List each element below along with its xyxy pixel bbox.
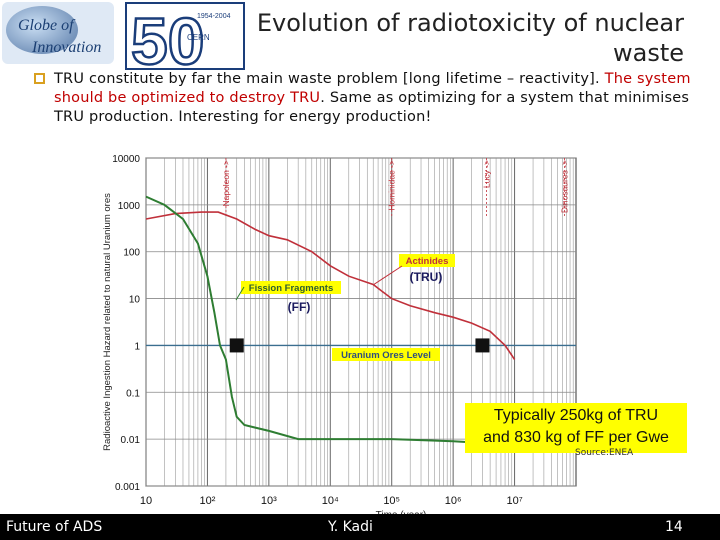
uranium-label: Uranium Ores Level	[341, 350, 431, 361]
crossing-marker	[229, 338, 244, 353]
uranium-label-bg	[332, 348, 440, 361]
y-tick-label: 0.01	[121, 435, 141, 446]
logo-years: 1954-2004	[197, 13, 231, 20]
y-tick-label: 0.001	[115, 482, 140, 493]
y-axis-ticks: 10000 1000 100 10 1 0.1 0.01 0.001	[112, 154, 140, 493]
cern-50-logo: 50 1954-2004 CERN	[125, 2, 245, 79]
actinides-pointer	[372, 265, 403, 286]
title-line-1: Evolution of radiotoxicity of nuclear	[256, 9, 684, 37]
bullet-paragraph: TRU constitute by far the main waste pro…	[34, 70, 694, 127]
epoch-label: Hominidae ->	[387, 160, 397, 211]
logo-cern: CERN	[187, 33, 210, 42]
actinides-label: Actinides	[406, 256, 449, 267]
tru-label: (TRU)	[410, 270, 443, 284]
ff-label: (FF)	[288, 300, 311, 314]
square-bullet-icon	[34, 73, 45, 84]
globe-of-innovation-logo: Globe of Innovation	[2, 2, 114, 64]
slide-title: Evolution of radiotoxicity of nuclear wa…	[224, 8, 684, 68]
slide-footer: Future of ADS Y. Kadi 14	[0, 514, 720, 540]
title-line-2: waste	[612, 39, 684, 67]
mass-note-line-2: and 830 kg of FF per Gwe	[483, 429, 669, 446]
x-tick-label: 10⁶	[445, 495, 462, 507]
footer-page-number: 14	[665, 519, 683, 535]
logo-50-number: 50	[131, 4, 204, 70]
x-tick-label: 10⁴	[322, 495, 339, 507]
x-tick-label: 10²	[199, 495, 215, 507]
ff-name-label: Fission Fragments	[249, 283, 333, 294]
y-tick-label: 10	[129, 295, 141, 306]
y-tick-label: 1000	[118, 201, 141, 212]
logo-globe-line1: Globe of	[18, 17, 76, 34]
bullet-text-3: . Same as optimizing for a system that m…	[54, 90, 690, 125]
ff-label-bg	[241, 281, 341, 294]
x-axis-ticks: 10 10² 10³ 10⁴ 10⁵ 10⁶ 10⁷	[140, 495, 523, 507]
y-tick-label: 100	[123, 248, 140, 259]
ff-pointer	[235, 286, 245, 301]
actinides-label-bg	[399, 254, 455, 267]
mass-note-line-1: Typically 250kg of TRU	[493, 407, 659, 424]
bullet-text-red: The system should be optimized to destro…	[54, 71, 691, 106]
x-tick-label: 10	[140, 495, 152, 507]
y-tick-label: 10000	[112, 154, 140, 165]
mass-note: Typically 250kg of TRU and 830 kg of FF …	[465, 403, 687, 453]
logo-globe-line2: Innovation	[31, 39, 101, 56]
chart-markers	[229, 338, 490, 353]
slide-header: Globe of Innovation 50 1954-2004 CERN Ev…	[0, 0, 720, 79]
y-axis-label: Radioactive Ingestion Hazard related to …	[102, 193, 113, 451]
x-tick-label: 10³	[261, 495, 277, 507]
source-label: Source:ENEA	[575, 448, 634, 458]
footer-left: Future of ADS	[6, 519, 103, 535]
tru-line	[145, 211, 516, 360]
y-tick-label: 0.1	[126, 388, 140, 399]
footer-center: Y. Kadi	[328, 519, 373, 535]
x-tick-label: 10⁵	[383, 495, 400, 507]
ff-line	[145, 195, 515, 445]
x-tick-label: 10⁷	[506, 495, 522, 507]
bullet-text-1: TRU constitute by far the main waste pro…	[54, 71, 600, 87]
crossing-marker	[475, 338, 490, 353]
y-tick-label: 1	[134, 341, 140, 352]
epoch-markers: Napoleon -> Hominidae -> Lucy -> Dinosaures…	[221, 158, 570, 218]
